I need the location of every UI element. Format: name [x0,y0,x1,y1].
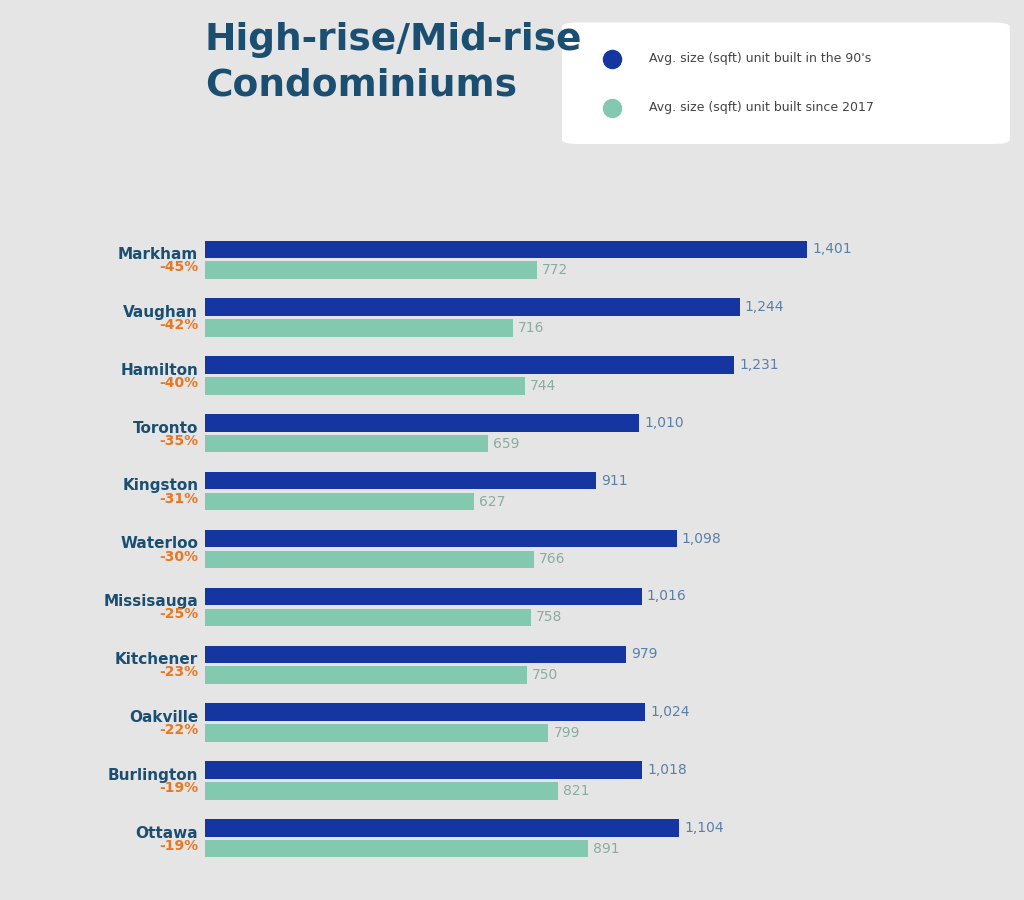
Bar [205,377,524,394]
Text: 1,231: 1,231 [739,358,778,372]
Text: Markham: Markham [118,247,199,262]
Bar [205,435,488,453]
Bar [205,299,739,316]
Text: 891: 891 [593,842,620,856]
Text: -22%: -22% [159,723,199,737]
Bar [205,493,474,510]
Bar [205,840,588,858]
Text: Condominiums: Condominiums [205,68,517,104]
Text: -25%: -25% [159,608,199,621]
Text: Hamilton: Hamilton [121,363,199,378]
Text: Vaughan: Vaughan [123,305,199,320]
Text: Avg. size (sqft) unit built since 2017: Avg. size (sqft) unit built since 2017 [649,102,873,114]
FancyBboxPatch shape [562,22,1010,144]
Text: -42%: -42% [159,318,199,332]
Bar [205,782,558,799]
Bar [205,588,641,605]
Bar [205,666,527,684]
Bar [205,704,645,721]
Text: 1,024: 1,024 [650,706,689,719]
Text: 758: 758 [536,610,562,625]
Text: -19%: -19% [159,839,199,853]
Text: 911: 911 [601,473,628,488]
Text: Ottawa: Ottawa [136,825,199,841]
Text: -40%: -40% [159,376,199,390]
Text: 627: 627 [479,495,506,508]
Bar [205,724,548,742]
Text: 1,016: 1,016 [647,590,686,603]
Text: 1,401: 1,401 [812,242,852,256]
Text: Burlington: Burlington [108,768,199,783]
Bar [205,261,537,279]
Bar [205,356,734,374]
Text: 744: 744 [529,379,556,392]
Text: 1,010: 1,010 [644,416,684,430]
Text: -19%: -19% [159,781,199,795]
Bar [205,530,677,547]
Text: 750: 750 [532,668,558,682]
Bar [205,320,513,337]
Bar [205,551,535,568]
Text: -31%: -31% [159,491,199,506]
Text: 772: 772 [542,263,568,277]
Text: -45%: -45% [159,260,199,274]
Text: Avg. size (sqft) unit built in the 90's: Avg. size (sqft) unit built in the 90's [649,52,871,65]
Text: Missisauga: Missisauga [103,594,199,609]
Text: 1,244: 1,244 [744,301,784,314]
Text: 766: 766 [540,553,565,566]
Text: -23%: -23% [159,665,199,680]
Bar [205,472,596,490]
Text: 821: 821 [563,784,590,797]
Text: Kingston: Kingston [122,479,199,493]
Text: Kitchener: Kitchener [115,652,199,667]
Bar [205,761,642,778]
Text: 659: 659 [494,436,520,451]
Text: -30%: -30% [160,550,199,563]
Text: 1,018: 1,018 [647,763,687,777]
Text: 979: 979 [631,647,657,662]
Text: 716: 716 [518,321,544,335]
Bar [205,819,679,837]
Text: 1,098: 1,098 [682,532,722,545]
Text: 799: 799 [553,726,580,740]
Text: Oakville: Oakville [129,710,199,724]
Text: Toronto: Toronto [133,420,199,436]
Text: -35%: -35% [159,434,199,448]
Text: Waterloo: Waterloo [121,536,199,552]
Bar [205,240,807,258]
Text: High-rise/Mid-rise: High-rise/Mid-rise [205,22,583,58]
Text: 1,104: 1,104 [684,821,724,835]
Bar [205,414,639,431]
Bar [205,608,530,626]
Bar [205,645,626,663]
